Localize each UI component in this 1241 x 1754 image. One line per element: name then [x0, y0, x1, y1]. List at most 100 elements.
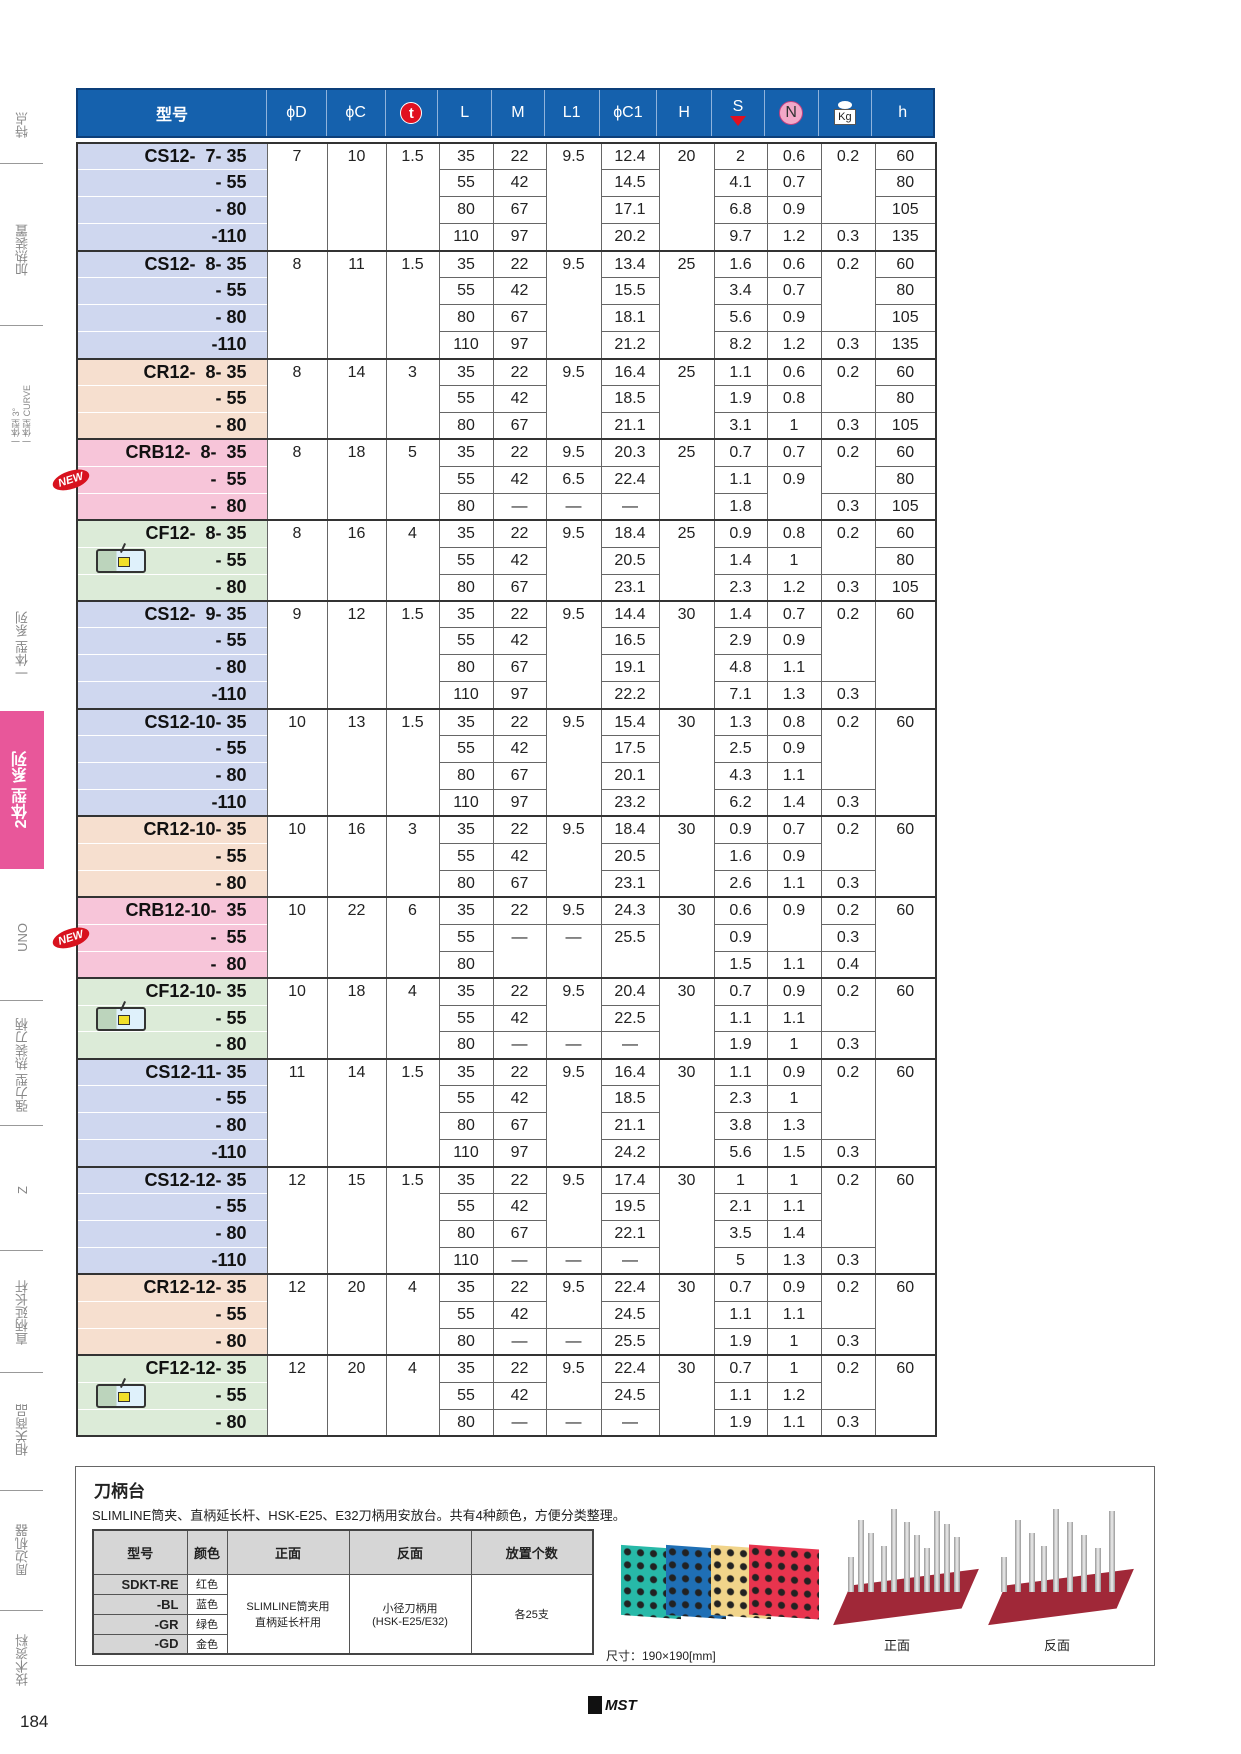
- table-row: CS12-11- 35 11 14 1.5 35 22 9.5 16.4 30 1.1 0.9 0.2…: [76, 1057, 937, 1167]
- cell-kg: 0.3: [820, 1327, 876, 1356]
- model-cell: - 80: [76, 1031, 268, 1059]
- cell-s: 0.9: [713, 923, 768, 952]
- sidebar-tab[interactable]: 周边机器: [0, 1495, 44, 1605]
- table-row: CS12-12- 35 12 15 1.5 35 22 9.5 17.4 30 1 1 0.2 60: [76, 1165, 937, 1275]
- model-cell: CR12- 8- 35: [76, 357, 268, 386]
- model-cell: - 80: [76, 762, 268, 790]
- table-row: - 80 80 67 19.1 4.8 1.1: [76, 654, 936, 682]
- cell-l: 35: [438, 599, 494, 628]
- table-row: - 55 55 42 19.5 2.1 1.1: [76, 1193, 936, 1221]
- cell-n: 1.1: [766, 950, 822, 979]
- table-row: - 80 80 67 23.1 2.3 1.2 0.3 105: [76, 573, 937, 601]
- cell-n: 1: [766, 411, 822, 440]
- cell-kg: 0.3: [820, 1031, 876, 1059]
- model-cell: -110: [76, 331, 268, 359]
- col-header: ϕC: [327, 90, 386, 136]
- cell-c1: 20.2: [600, 223, 660, 251]
- model-cell: CS12- 8- 35: [76, 249, 268, 278]
- sidebar-tab-label: UNO: [14, 923, 30, 952]
- sidebar-tab[interactable]: 强力型 热装刀柄: [0, 1010, 44, 1120]
- cell-c: 12: [326, 599, 387, 709]
- cell-h: 60: [874, 519, 937, 548]
- sidebar-tab[interactable]: 直柄延长杆: [0, 1255, 44, 1370]
- cell-l: 80: [438, 1408, 494, 1436]
- cell-n: 1: [766, 1165, 822, 1194]
- cell-h: 60: [874, 357, 937, 386]
- cell-t: 6: [385, 896, 440, 979]
- cell-d: 10: [266, 707, 328, 817]
- cell-d: 8: [266, 357, 328, 440]
- cell-m: 67: [492, 1112, 547, 1140]
- cell-c: 15: [326, 1165, 387, 1275]
- cell-h: 60: [874, 142, 937, 170]
- model-cell: - 55: [76, 842, 268, 871]
- cell-c1: 22.4: [600, 1273, 660, 1302]
- tool-holder-pin: [858, 1520, 864, 1592]
- t-circle-icon: t: [400, 102, 423, 124]
- cell-s: 4.8: [713, 654, 768, 682]
- col-header: 型号: [78, 90, 268, 136]
- cell-kg: 0.2: [820, 977, 876, 1032]
- tool-holder-pin: [954, 1537, 960, 1592]
- stand-table: 型号 颜色 正面 反面 放置个数 SDKT-RE 红色 SLIMLINE筒夹用 直…: [92, 1529, 594, 1655]
- cell-l1: 9.5: [545, 142, 602, 251]
- cell-m: 22: [492, 1273, 547, 1302]
- cell-n: 1.5: [766, 1139, 822, 1167]
- sidebar-tab[interactable]: 加热装置: [0, 195, 44, 305]
- cell-c: 14: [326, 357, 387, 440]
- col-header: h: [898, 104, 908, 121]
- cell-c1: 20.4: [600, 977, 660, 1005]
- cell-s: 1.9: [713, 384, 768, 413]
- sidebar-tab[interactable]: 2体型 系列: [0, 711, 44, 869]
- sidebar-divider: [0, 1372, 43, 1373]
- sidebar-tab[interactable]: 一体型 系列: [0, 560, 44, 730]
- cell-n: 0.8: [766, 519, 822, 548]
- sidebar-tab[interactable]: UNO: [0, 900, 44, 975]
- model-cell: -GD: [92, 1633, 188, 1655]
- cell-c: 22: [326, 896, 387, 979]
- cell-d: 12: [266, 1273, 328, 1356]
- tool-holder-pin: [1067, 1522, 1073, 1592]
- sidebar-divider: [0, 1610, 43, 1611]
- cell-m: 22: [492, 1165, 547, 1194]
- cell-m: 22: [492, 142, 547, 170]
- cell-h: 105: [874, 304, 937, 332]
- col-header: ϕD: [267, 90, 327, 136]
- s-down-arrow-icon: S: [729, 99, 746, 126]
- cell-t: 3: [385, 357, 440, 440]
- cell-m: 67: [492, 411, 547, 440]
- front-caption: 正面: [884, 1638, 911, 1653]
- table-row: - 55 55 42 17.5 2.5 0.9: [76, 735, 936, 763]
- sidebar-tab[interactable]: 特点: [0, 95, 44, 155]
- cell-s: 1.1: [713, 1381, 768, 1410]
- cell-m: —: [492, 1246, 547, 1275]
- cell-l: 80: [438, 492, 494, 521]
- sidebar-divider: [0, 1250, 43, 1251]
- cell-n: 1.2: [766, 1381, 822, 1410]
- table-row: - 55 55 42 20.5 1.4 1 80: [76, 542, 937, 574]
- tool-holder-pin: [1095, 1548, 1101, 1592]
- cell-l: 80: [438, 196, 494, 224]
- cell-s: 0.9: [713, 815, 768, 844]
- tool-holder-pin: [1109, 1511, 1115, 1592]
- cell-c1: —: [600, 1408, 660, 1436]
- sidebar-tab-label: 加热装置: [14, 224, 30, 276]
- cell-s: 1.4: [713, 599, 768, 628]
- table-row: - 55 55 42 24.5 1.1 1.1: [76, 1300, 936, 1329]
- cell-m: 22: [492, 1057, 547, 1086]
- cell-s: 9.7: [713, 223, 768, 251]
- sidebar-tab[interactable]: Z: [0, 1135, 44, 1245]
- sidebar-tab[interactable]: 一体型 3° 一体型 CURVE: [0, 340, 44, 490]
- cell-m: 67: [492, 654, 547, 682]
- section-description: SLIMLINE筒夹、直柄延长杆、HSK-E25、E32刀柄用安放台。共有4种颜…: [92, 1508, 626, 1523]
- cell-h-height: 30: [658, 1165, 715, 1275]
- sidebar-tab[interactable]: 技术资料: [0, 1615, 44, 1705]
- cell-c1: 23.2: [600, 789, 660, 817]
- cell-c1: 14.4: [600, 599, 660, 628]
- cell-n: 1.2: [766, 223, 822, 251]
- table-row: CF12- 8- 35 8 16 4 35 22 9.5 18.4 25 0.9 0.8 0.2 60: [76, 519, 937, 601]
- sidebar-tab[interactable]: 相关商品: [0, 1375, 44, 1485]
- cell-n: 1.1: [766, 1300, 822, 1329]
- model-cell: - 80: [76, 869, 268, 898]
- cell-h-height: 30: [658, 1273, 715, 1356]
